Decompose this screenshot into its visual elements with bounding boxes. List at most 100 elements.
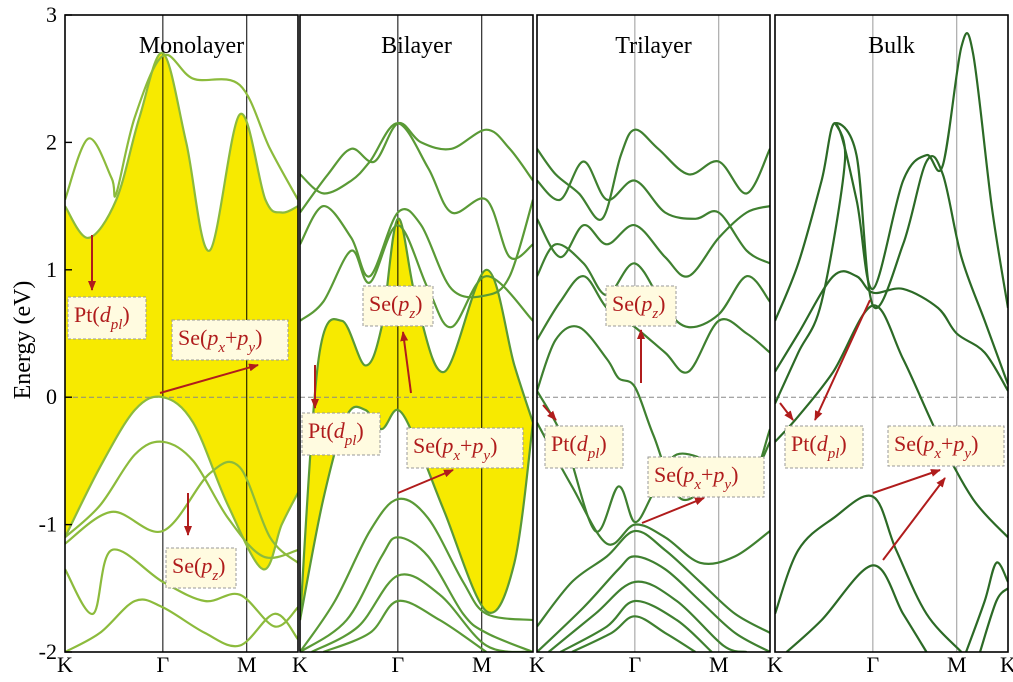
x-tick-label: M [709,652,729,677]
annotation-box [67,296,147,340]
band-line [300,121,533,214]
band-line [311,573,533,652]
annotation-box [544,425,624,469]
annotation-label: Se(px+py) [894,431,978,462]
orbital-annotation: Pt(dpl) [301,365,381,456]
orbital-annotation: Se(px+py) [641,456,765,524]
panel-frame [536,14,771,653]
band-line [65,53,298,201]
annotation-label: Se(px+py) [413,433,497,464]
annotation-box [605,285,677,327]
panel-title: Bilayer [381,33,452,59]
orbital-annotation: Se(pz) [362,285,434,394]
panel-frame [774,14,1009,653]
panel-plot-area [537,15,770,652]
panel-frame [64,14,299,653]
band-line [65,460,298,564]
band-line [537,160,770,265]
annotation-arrow [882,477,946,561]
band-line [978,587,1008,652]
band-line [537,555,770,652]
orbital-annotation: Se(px+py) [159,319,289,394]
orbital-annotation: Se(pz) [165,493,237,589]
band-line [65,548,298,628]
panel-plot-area [300,15,533,652]
band-line [65,395,298,571]
x-tick-label: K [1000,652,1013,677]
panel-bulk: Bulk K Γ M K Pt(dpl) Se(px+py) [767,14,1013,677]
gap-fill-region [300,218,533,621]
band-line [322,599,488,652]
y-tick-label: 2 [46,129,57,154]
x-tick-label: M [947,652,967,677]
y-tick-label: 3 [46,2,57,27]
band-line [965,561,1008,652]
orbital-annotation: Pt(dpl) [784,299,871,469]
orbital-annotation: Pt(dpl) [542,404,624,469]
x-tick-label: Γ [867,652,880,677]
x-tick-label: Γ [157,652,170,677]
band-line [775,122,1008,405]
band-line [300,217,533,621]
band-line [775,304,1008,539]
annotation-arrow [641,497,705,524]
x-tick-label: M [472,652,492,677]
x-tick-label: K [529,652,545,677]
panel-title: Bulk [868,33,915,59]
orbital-annotation: Se(px+py) [397,427,524,494]
annotation-label: Se(pz) [612,291,666,322]
annotation-box [301,412,381,456]
band-line [300,405,533,621]
panel-trilayer: Trilayer K Γ M Se(pz) Pt(dpl) Se(px+py) [529,14,771,677]
annotation-arrow [872,469,941,494]
annotation-label: Se(pz) [172,553,226,584]
band-line [537,275,770,374]
panel-frame [299,14,534,653]
y-tick-label: 1 [46,257,57,282]
band-line [559,599,713,652]
annotation-arrow [159,363,259,394]
annotation-label: Pt(dpl) [74,302,130,333]
annotation-box [647,456,765,498]
band-line [537,422,770,566]
x-tick-label: M [237,652,257,677]
x-tick-label: Γ [392,652,405,677]
y-axis-title: Energy (eV) [10,281,36,400]
annotation-label: Se(px+py) [178,325,262,356]
panel-monolayer: Monolayer K Γ M Pt(dpl) Se(px+py) Se(pz) [57,14,299,677]
x-tick-label: K [767,652,783,677]
panel-plot-area [65,15,298,652]
x-tick-label: K [292,652,308,677]
annotation-box [406,427,524,469]
band-line [775,32,1008,322]
y-tick-label: 0 [46,384,57,409]
annotation-label: Pt(dpl) [308,418,364,449]
band-line [785,564,928,652]
annotation-arrow [400,331,412,394]
band-line [537,243,770,329]
annotation-arrow [779,402,794,421]
annotation-label: Se(px+py) [654,462,738,493]
band-line [571,615,696,652]
band-line [775,270,1008,392]
x-tick-label: K [57,652,73,677]
annotation-box [362,285,434,327]
band-line [65,598,298,652]
band-line [300,224,533,329]
band-line [300,122,533,260]
band-line [537,205,770,278]
band-line [775,494,963,652]
annotation-box [171,319,289,361]
annotation-arrow [814,299,871,421]
orbital-annotation: Se(px+py) [872,425,1005,494]
orbital-annotation: Se(pz) [605,285,677,383]
annotation-box [784,425,864,469]
band-line [65,440,298,559]
band-line [300,536,533,652]
band-line [537,128,770,221]
annotation-label: Se(pz) [369,291,423,322]
annotation-box [887,425,1005,467]
panel-title: Trilayer [615,33,691,59]
annotation-box [165,547,237,589]
